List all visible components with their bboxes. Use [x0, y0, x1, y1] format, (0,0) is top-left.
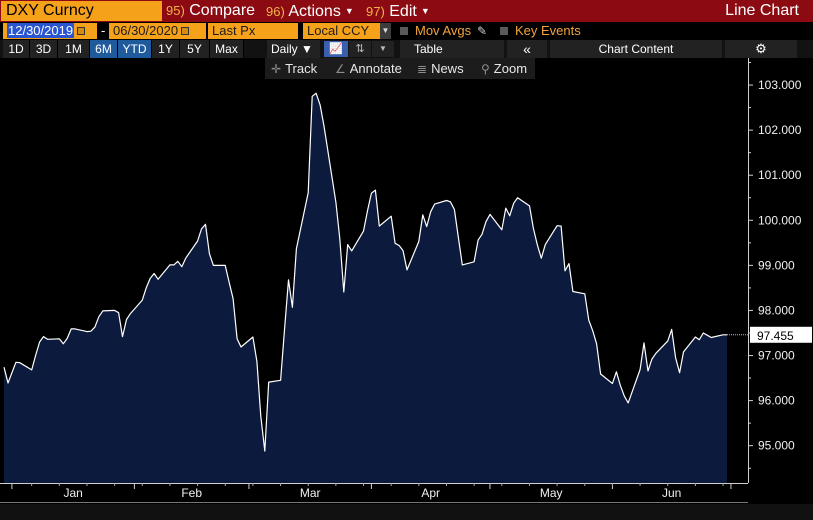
x-tick-label: May — [540, 486, 563, 500]
y-tick-label: 97.000 — [758, 349, 795, 363]
chevron-down-icon: ▼ — [420, 6, 430, 16]
collapse-icon[interactable]: « — [507, 40, 547, 58]
checkbox-icon[interactable] — [500, 27, 508, 35]
gear-icon[interactable]: ⚙ — [725, 40, 797, 58]
chevron-down-icon[interactable]: ▼ — [372, 41, 394, 57]
crosshair-icon: ✛ — [271, 62, 282, 76]
compare-menu[interactable]: 95) Compare — [166, 2, 256, 19]
x-tick-label: Mar — [300, 486, 321, 500]
start-date-field[interactable]: 12/30/2019 — [3, 23, 97, 39]
chart-area[interactable]: 95.000 96.000 97.000 98.000 99.000 100.000 101… — [0, 58, 813, 520]
bar-style-icon[interactable]: ⇅ — [349, 41, 371, 57]
chevron-down-icon: ▼ — [344, 6, 354, 16]
checkbox-icon[interactable] — [400, 27, 408, 35]
series-area — [4, 93, 727, 483]
annotate-button[interactable]: ∠ Annotate — [335, 61, 402, 76]
period-button-max[interactable]: Max — [210, 40, 244, 58]
y-tick-label: 98.000 — [758, 303, 795, 317]
y-tick-label: 100.000 — [758, 213, 802, 227]
end-date-field[interactable]: 06/30/2020 — [109, 23, 206, 39]
x-tick-label: Feb — [181, 486, 202, 500]
chart-type-title: Line Chart — [725, 2, 799, 19]
y-tick-label: 101.000 — [758, 168, 802, 182]
edit-menu[interactable]: 97) Edit ▼ — [366, 3, 430, 20]
magnifier-icon: ⚲ — [481, 62, 490, 76]
pen-icon: ∠ — [335, 62, 346, 76]
news-button[interactable]: ≣ News — [417, 61, 464, 76]
calendar-icon[interactable] — [77, 27, 86, 35]
currency-select[interactable]: Local CCY ▼ — [303, 23, 391, 39]
key-events-checkbox[interactable]: Key Events — [500, 23, 581, 39]
period-toolbar: 1D 3D 1M 6M YTD 1Y 5Y Max Daily ▼ 📈 ⇅ ▼ Table «… — [0, 40, 813, 58]
y-tick-label: 102.000 — [758, 123, 802, 137]
period-button-5y[interactable]: 5Y — [180, 40, 210, 58]
header-bar: DXY Curncy 95) Compare 96) Actions ▼ 97) … — [0, 0, 813, 22]
x-tick-label: Jun — [662, 486, 681, 500]
period-button-1m[interactable]: 1M — [58, 40, 90, 58]
frequency-select[interactable]: Daily ▼ — [267, 40, 320, 58]
period-button-ytd[interactable]: YTD — [118, 40, 152, 58]
zoom-button[interactable]: ⚲ Zoom — [481, 61, 528, 76]
mov-avgs-checkbox[interactable]: Mov Avgs — [400, 23, 471, 39]
chart-content-button[interactable]: Chart Content — [550, 40, 722, 58]
track-button[interactable]: ✛ Track — [271, 61, 318, 76]
period-button-6m[interactable]: 6M — [90, 40, 118, 58]
last-value-label: 97.455 — [757, 329, 794, 343]
price-chart[interactable]: 95.000 96.000 97.000 98.000 99.000 100.000 101… — [0, 58, 813, 520]
bottom-strip — [0, 504, 813, 520]
y-tick-label: 96.000 — [758, 394, 795, 408]
y-tick-label: 103.000 — [758, 78, 802, 92]
chart-settings-row: 12/30/2019 - 06/30/2020 Last Px Local CC… — [0, 22, 813, 40]
y-tick-label: 95.000 — [758, 439, 795, 453]
chart-tools-toolbar: ✛ Track ∠ Annotate ≣ News ⚲ Zoom — [265, 58, 535, 79]
date-separator: - — [101, 23, 106, 38]
period-button-3d[interactable]: 3D — [30, 40, 58, 58]
news-icon: ≣ — [417, 62, 428, 76]
line-chart-icon[interactable]: 📈 — [324, 41, 348, 57]
y-tick-label: 99.000 — [758, 258, 795, 272]
ticker-input[interactable]: DXY Curncy — [1, 1, 162, 21]
series-line — [3, 92, 727, 452]
last-value-box — [750, 326, 812, 343]
x-tick-label: Jan — [63, 486, 82, 500]
period-button-1d[interactable]: 1D — [3, 40, 30, 58]
price-field-select[interactable]: Last Px — [208, 23, 298, 39]
x-tick-label: Apr — [421, 486, 440, 500]
period-button-1y[interactable]: 1Y — [152, 40, 180, 58]
calendar-icon[interactable] — [181, 27, 190, 35]
dropdown-arrow-icon[interactable]: ▼ — [380, 23, 391, 39]
table-button[interactable]: Table — [400, 40, 504, 58]
actions-menu[interactable]: 96) Actions ▼ — [266, 3, 354, 20]
pencil-icon[interactable]: ✎ — [477, 24, 488, 38]
